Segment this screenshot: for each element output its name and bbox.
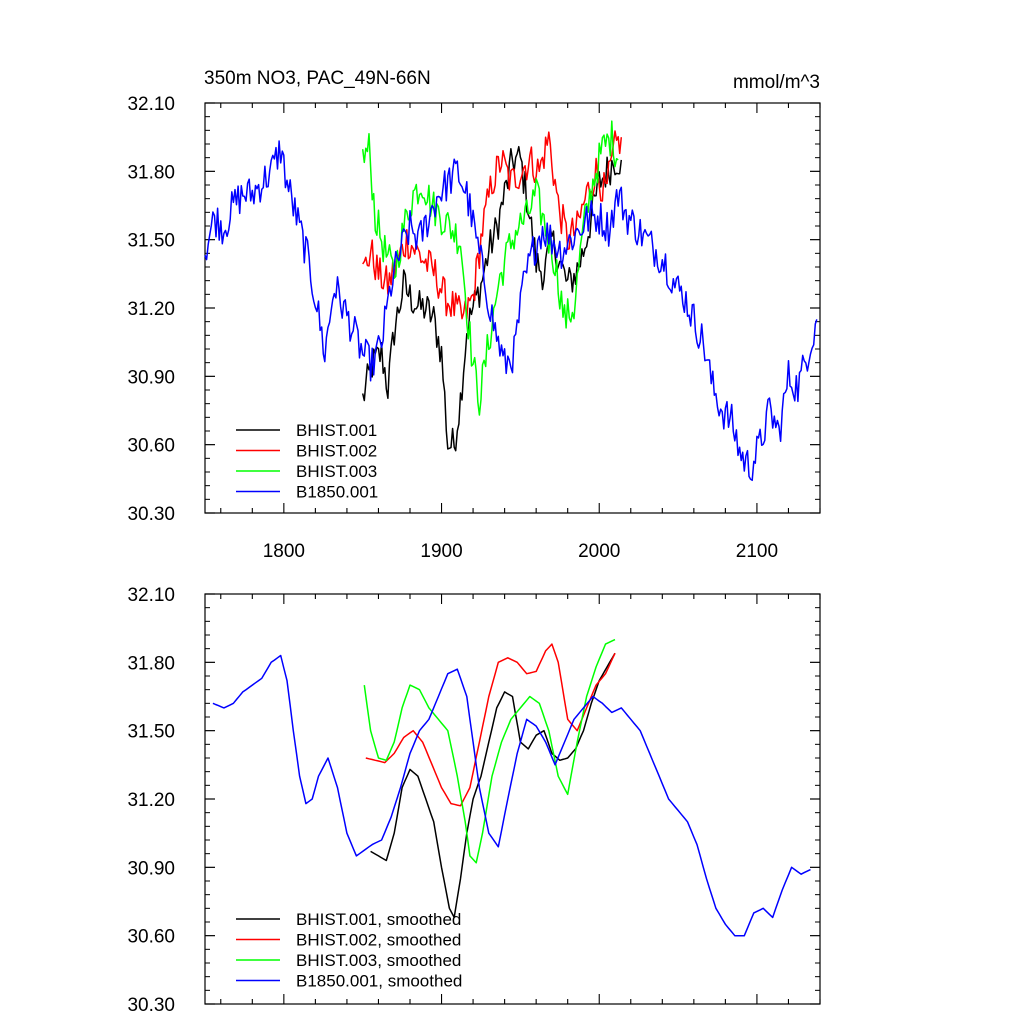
- top-x-tick-label: 2000: [578, 541, 620, 562]
- top-y-tick-label: 30.60: [127, 436, 175, 457]
- bottom-legend: BHIST.001, smoothed BHIST.002, smoothedBH…: [236, 910, 462, 991]
- bottom-y-tick-label: 30.60: [127, 927, 175, 948]
- legend-label-bhist-002-smoothed: BHIST.002, smoothed: [296, 931, 461, 950]
- bottom-y-tick-label: 31.50: [127, 722, 175, 743]
- legend-label-bhist-003: BHIST.003: [296, 462, 377, 481]
- bottom-y-tick-label: 30.30: [127, 995, 175, 1016]
- top-series-lines: [204, 120, 818, 482]
- legend-label-bhist-002: BHIST.002: [296, 442, 377, 461]
- top-y-tick-label: 31.80: [127, 162, 175, 183]
- series-line-bhist-003-smoothed: [363, 638, 616, 864]
- legend-label-bhist-003-smoothed: BHIST.003, smoothed: [296, 951, 461, 970]
- series-line-b1850-001-smoothed: [212, 654, 811, 937]
- top-y-tick-label: 31.20: [127, 299, 175, 320]
- series-line-bhist-002: [362, 130, 623, 320]
- legend-label-bhist-001-smoothed: BHIST.001, smoothed: [296, 910, 461, 929]
- bottom-panel: 30.30 30.60 30.90 31.20 31.50 31.80 32.10 BHIS…: [127, 585, 821, 1016]
- legend-label-b1850-001-smoothed: B1850.001, smoothed: [296, 972, 462, 991]
- legend-label-b1850-001: B1850.001: [296, 483, 378, 502]
- top-panel: 30.30 30.60 30.90 31.20 31.50 31.80 32.10 1800…: [127, 94, 821, 562]
- series-line-bhist-003: [361, 120, 619, 416]
- top-x-tick-label: 1800: [263, 541, 305, 562]
- top-y-axis: 30.30 30.60 30.90 31.20 31.50 31.80 32.10: [127, 94, 820, 525]
- chart-title: 350m NO3, PAC_49N-66N: [204, 68, 431, 89]
- bottom-y-tick-label: 31.20: [127, 790, 175, 811]
- legend-label-bhist-001: BHIST.001: [296, 421, 377, 440]
- bottom-y-tick-label: 31.80: [127, 653, 175, 674]
- bottom-y-axis: 30.30 30.60 30.90 31.20 31.50 31.80 32.10: [127, 585, 820, 1016]
- bottom-y-tick-label: 32.10: [127, 585, 175, 606]
- bottom-x-axis: [220, 594, 821, 1004]
- top-x-tick-label: 1900: [420, 541, 462, 562]
- series-line-bhist-001-smoothed: [370, 652, 616, 919]
- series-line-b1850-001: [204, 140, 818, 482]
- units-label: mmol/m^3: [733, 72, 820, 93]
- top-x-axis: 1800 1900 2000 2100: [220, 103, 821, 562]
- top-y-tick-label: 32.10: [127, 94, 175, 115]
- bottom-series-lines: [212, 638, 811, 937]
- top-y-tick-label: 30.90: [127, 367, 175, 388]
- bottom-y-tick-label: 30.90: [127, 858, 175, 879]
- top-y-tick-label: 31.50: [127, 231, 175, 252]
- top-y-tick-label: 30.30: [127, 504, 175, 525]
- series-line-bhist-002-smoothed: [365, 643, 616, 807]
- top-x-tick-label: 2100: [736, 541, 778, 562]
